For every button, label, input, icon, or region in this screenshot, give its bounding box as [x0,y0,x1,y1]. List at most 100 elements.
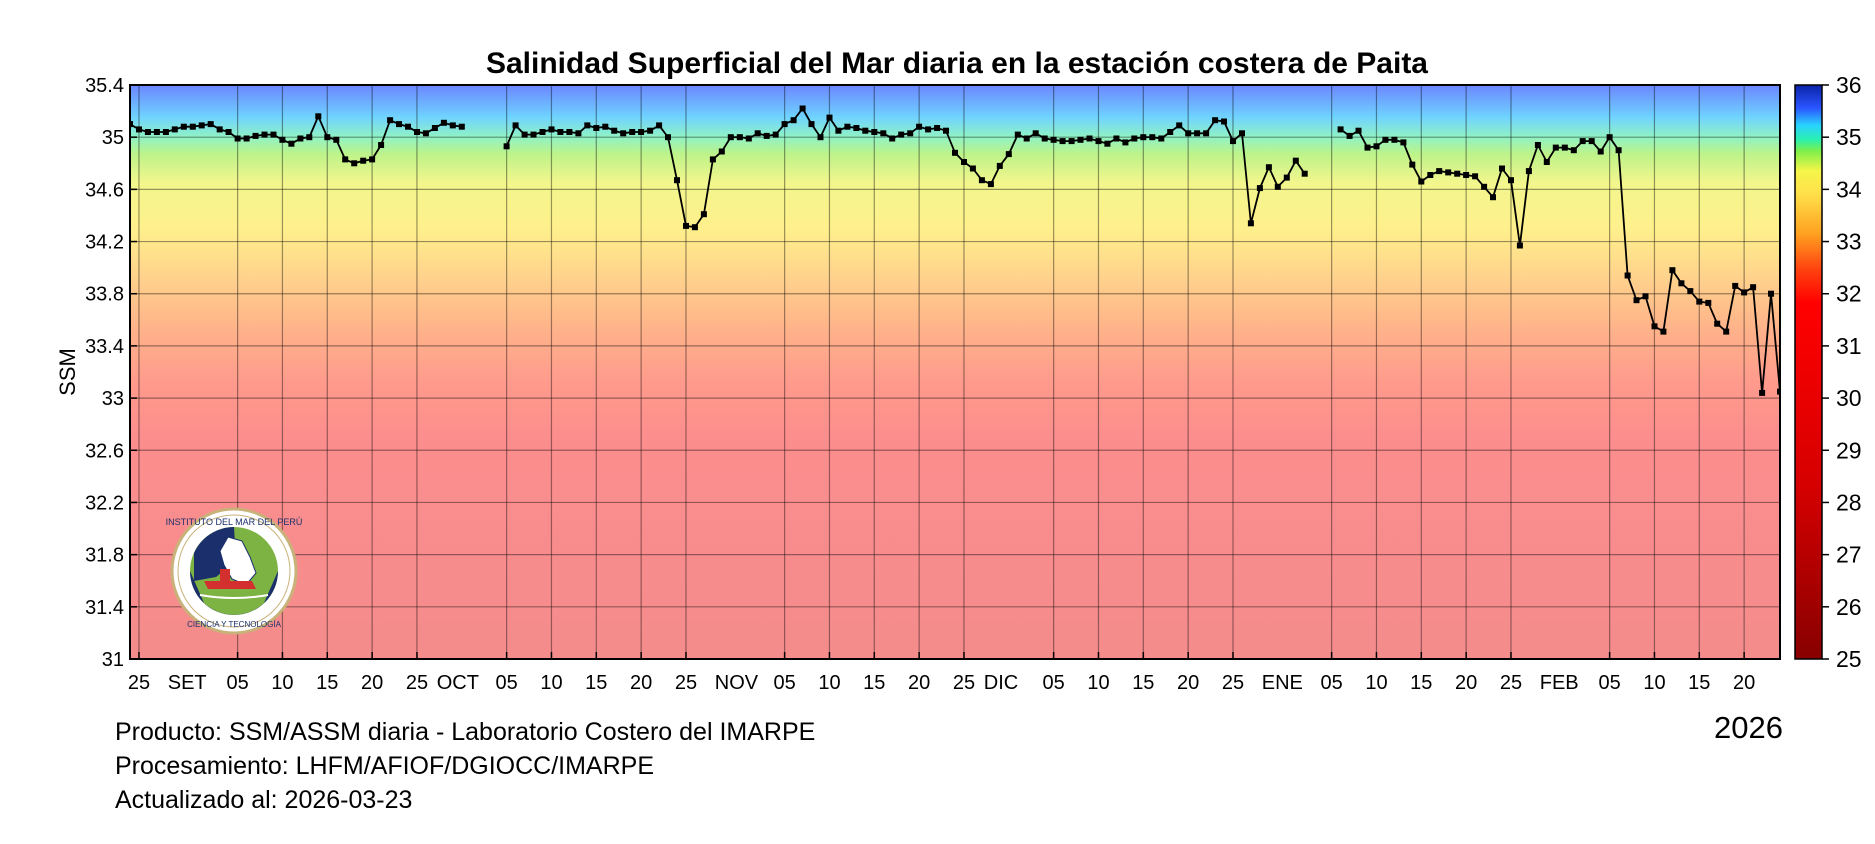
data-point [925,126,932,133]
plot-frame [129,84,1781,660]
data-point [171,126,178,133]
data-point [961,159,967,165]
data-point [1534,142,1541,148]
plot-background [130,85,1780,659]
x-tick-label: 05 [773,672,795,694]
data-point [1095,138,1102,145]
data-point [1615,147,1622,154]
data-point [1606,134,1613,141]
data-point [1418,178,1425,185]
x-tick-label: 15 [1410,672,1432,694]
x-tick-label: 20 [1177,672,1199,694]
data-point [1131,135,1138,142]
data-point [216,126,223,133]
colorbar-axis: 36 35 34 33 32 31 30 29 28 27 26 25 [1822,72,1862,672]
data-point [1687,288,1694,295]
colorbar-tick-label: 30 [1836,385,1862,411]
y-tick-label: 34.2 [85,232,124,254]
x-tick-label: 25 [1500,672,1522,694]
data-point [342,156,349,163]
x-tick-label: 20 [361,672,383,694]
data-point [790,117,797,124]
colorbar-tick-label: 34 [1836,176,1862,202]
data-point [1400,139,1407,146]
data-point [1014,131,1021,138]
y-axis: 35.4 35 34.6 34.2 33.8 33.4 33 32.6 32.2 31.8 31.4… [85,75,137,671]
y-tick-label: 31.4 [85,597,124,619]
data-point [144,129,151,135]
data-point [548,126,555,133]
data-point [1274,183,1281,190]
x-month-label: DIC [984,672,1018,694]
data-point [1516,242,1523,249]
y-tick-label: 33 [102,388,124,410]
data-point [422,130,429,137]
data-point [736,134,743,141]
colorbar-tick-label: 25 [1836,646,1862,672]
data-point [1579,138,1586,145]
data-point [1194,130,1201,137]
y-tick-label: 32.6 [85,440,124,462]
data-point [898,131,905,138]
y-tick-label: 32.2 [85,492,124,514]
x-tick-label: 20 [630,672,652,694]
data-point [1382,136,1389,143]
data-point [709,156,716,163]
data-point [234,135,241,142]
data-point [727,134,734,141]
colorbar-tick-label: 26 [1836,594,1862,620]
colorbar-tick-label: 33 [1836,229,1862,255]
data-point [1454,170,1461,177]
data-point [611,127,618,134]
data-point [1122,139,1129,146]
data-point [754,130,761,137]
data-point [333,136,340,143]
data-point [1741,289,1748,296]
data-point [503,143,510,150]
y-axis-label: SSM [55,348,80,396]
data-point [1642,293,1649,300]
data-point [1023,135,1030,142]
data-point [1283,174,1290,181]
data-point [1059,138,1066,145]
x-tick-label: 25 [128,672,150,694]
x-tick-label: 10 [1087,672,1109,694]
data-point [647,127,654,134]
data-point [1759,389,1766,396]
imarpe-logo: INSTITUTO DEL MAR DEL PERÚ CIENCIA Y TEC… [166,507,302,635]
x-tick-label: 20 [1733,672,1755,694]
data-point [1490,194,1496,201]
data-point [781,121,788,128]
x-tick-label: 25 [675,672,697,694]
colorbar-tick-label: 36 [1836,72,1862,98]
data-point [1167,129,1174,135]
data-point [1525,168,1532,175]
data-point [1561,144,1568,151]
x-tick-label: 05 [1598,672,1620,694]
data-point [1212,117,1219,124]
data-point [1292,157,1299,164]
x-tick-label: 10 [1643,672,1665,694]
data-point [378,142,385,148]
data-point [1346,132,1353,139]
data-point [1669,267,1676,274]
x-tick-label: 05 [1043,672,1065,694]
y-tick-label: 31.8 [85,545,124,567]
data-point [799,105,806,112]
colorbar-tick-label: 27 [1836,542,1862,568]
data-point [1463,172,1470,178]
data-point [853,125,860,131]
x-tick-label: 25 [953,672,975,694]
data-point [449,122,456,129]
data-point [207,121,214,128]
data-point [1149,134,1156,141]
data-point [763,132,770,139]
data-point [665,134,671,141]
data-point [1050,136,1057,143]
data-point [629,129,636,135]
data-point [1301,170,1308,177]
x-month-label: ENE [1262,672,1303,694]
x-tick-label: 15 [1132,672,1154,694]
data-point [1723,328,1730,335]
data-point [656,122,663,129]
